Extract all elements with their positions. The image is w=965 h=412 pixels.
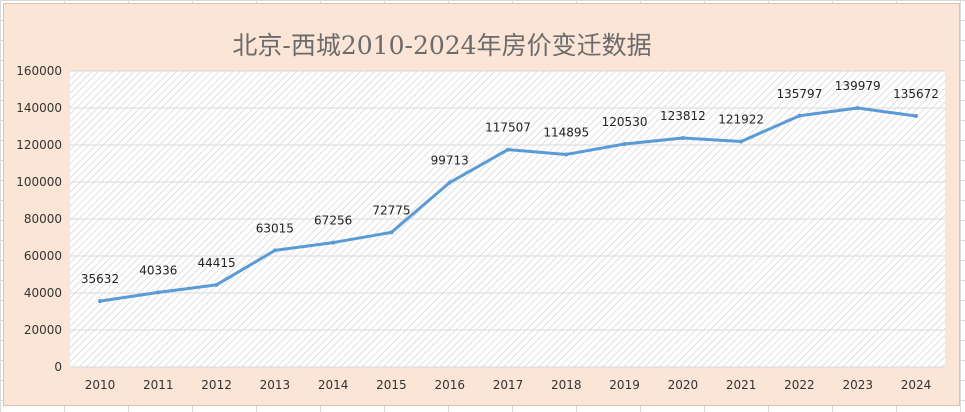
data-point[interactable] bbox=[739, 139, 744, 144]
y-tick-label: 20000 bbox=[24, 323, 62, 337]
x-tick-label: 2023 bbox=[842, 378, 873, 392]
data-label: 117507 bbox=[485, 121, 531, 135]
data-label: 35632 bbox=[81, 272, 119, 286]
data-point[interactable] bbox=[564, 152, 569, 157]
y-tick-label: 100000 bbox=[16, 175, 62, 189]
x-tick-label: 2010 bbox=[85, 378, 116, 392]
y-tick-label: 60000 bbox=[24, 249, 62, 263]
x-axis-ticks: 2010 2011 2012 2013 2014 2015 2016 2017 2018 2019… bbox=[85, 378, 932, 392]
data-label: 120530 bbox=[602, 115, 648, 129]
data-label: 99713 bbox=[431, 154, 469, 168]
y-tick-label: 140000 bbox=[16, 101, 62, 115]
data-point[interactable] bbox=[506, 147, 510, 152]
x-tick-label: 2021 bbox=[726, 378, 757, 392]
y-axis-ticks: 0 20000 40000 60000 80000 100000 120000 140000 1… bbox=[16, 64, 62, 374]
chart-title: 北京-西城2010-2024年房价变迁数据 bbox=[232, 31, 652, 60]
gridlines bbox=[70, 70, 945, 368]
data-point[interactable] bbox=[622, 142, 627, 147]
data-labels: 35632 40336 44415 63015 67256 72775 99713 11750… bbox=[81, 79, 939, 286]
data-point[interactable] bbox=[855, 106, 860, 111]
y-tick-label: 120000 bbox=[16, 138, 62, 152]
data-point[interactable] bbox=[214, 282, 219, 287]
data-label: 63015 bbox=[256, 221, 294, 235]
x-tick-label: 2020 bbox=[668, 378, 699, 392]
x-tick-label: 2018 bbox=[551, 378, 582, 392]
x-tick-label: 2022 bbox=[784, 378, 815, 392]
data-point[interactable] bbox=[156, 290, 161, 295]
data-point[interactable] bbox=[914, 114, 918, 119]
data-point[interactable] bbox=[331, 240, 336, 245]
x-tick-label: 2019 bbox=[609, 378, 640, 392]
data-point[interactable] bbox=[680, 135, 685, 140]
data-label: 135797 bbox=[777, 87, 823, 101]
data-label: 72775 bbox=[372, 203, 410, 217]
x-tick-label: 2012 bbox=[201, 378, 232, 392]
data-label: 123812 bbox=[660, 109, 706, 123]
series-group bbox=[98, 106, 918, 304]
data-point[interactable] bbox=[98, 299, 102, 304]
y-tick-label: 40000 bbox=[24, 286, 62, 300]
x-tick-label: 2013 bbox=[260, 378, 291, 392]
x-tick-label: 2014 bbox=[318, 378, 349, 392]
data-label: 121922 bbox=[718, 112, 764, 126]
data-label: 114895 bbox=[543, 125, 589, 139]
x-tick-label: 2017 bbox=[493, 378, 524, 392]
x-tick-label: 2024 bbox=[901, 378, 932, 392]
x-tick-label: 2016 bbox=[434, 378, 465, 392]
data-label: 44415 bbox=[197, 256, 235, 270]
x-tick-label: 2015 bbox=[376, 378, 407, 392]
data-label: 139979 bbox=[835, 79, 881, 93]
data-point[interactable] bbox=[389, 230, 394, 235]
x-tick-label: 2011 bbox=[143, 378, 174, 392]
data-label: 135672 bbox=[893, 87, 939, 101]
data-point[interactable] bbox=[797, 113, 802, 118]
data-label: 67256 bbox=[314, 214, 352, 228]
y-tick-label: 80000 bbox=[24, 212, 62, 226]
y-tick-label: 160000 bbox=[16, 64, 62, 78]
y-tick-label: 0 bbox=[54, 360, 62, 374]
data-point[interactable] bbox=[447, 180, 452, 185]
data-point[interactable] bbox=[272, 248, 277, 253]
data-label: 40336 bbox=[139, 263, 177, 277]
